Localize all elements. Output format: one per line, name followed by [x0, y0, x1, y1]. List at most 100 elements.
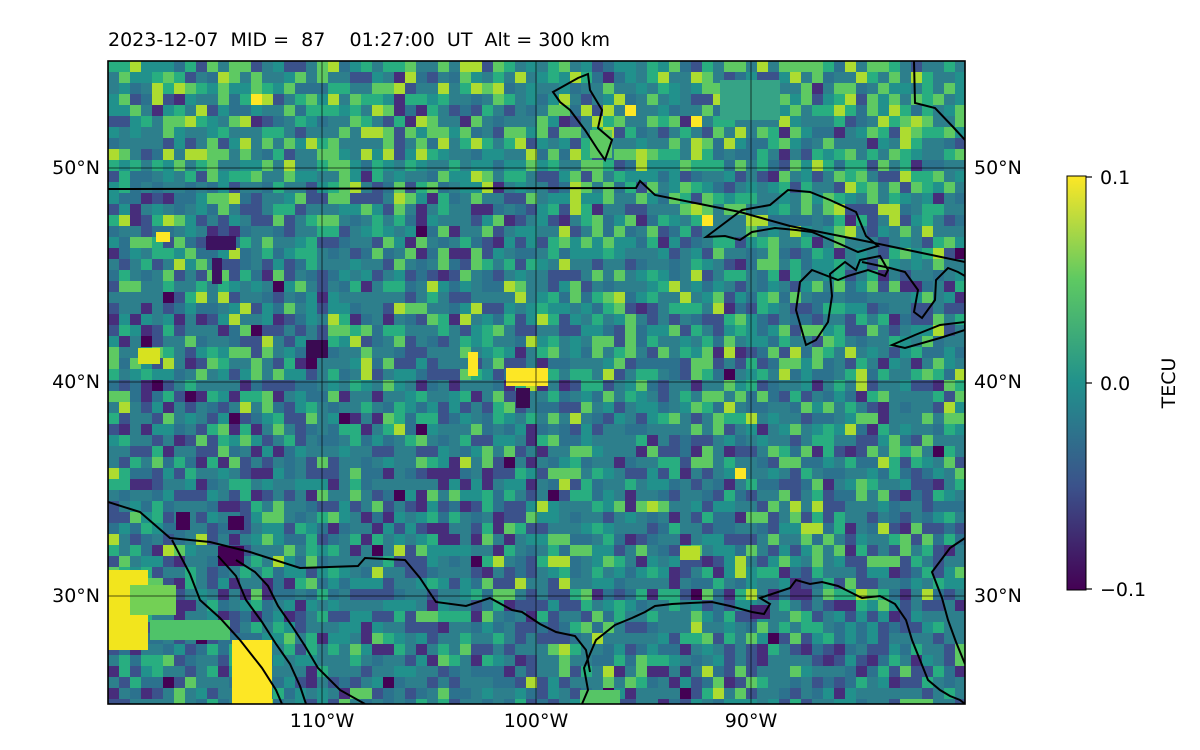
tec-cell	[669, 303, 680, 314]
tec-cell	[438, 204, 449, 215]
tec-cell	[768, 699, 779, 704]
tec-cell	[240, 457, 251, 468]
tec-cell	[339, 369, 350, 380]
tec-cell	[933, 446, 944, 457]
tec-cell	[130, 655, 141, 666]
tec-cell	[823, 105, 834, 116]
tec-cell	[658, 633, 669, 644]
tec-cell	[163, 149, 174, 160]
tec-cell	[944, 105, 955, 116]
tec-cell	[878, 556, 889, 567]
tec-cell	[295, 127, 306, 138]
tec-cell	[317, 589, 328, 600]
tec-cell	[218, 655, 229, 666]
lat-label-right: 40°N	[974, 371, 1022, 393]
tec-cell	[108, 314, 119, 325]
tec-cell	[152, 457, 163, 468]
tec-cell	[746, 479, 757, 490]
tec-cell	[790, 556, 801, 567]
tec-cell	[394, 83, 405, 94]
tec-cell	[427, 589, 438, 600]
tec-cell	[625, 358, 636, 369]
tec-cell	[438, 655, 449, 666]
tec-cell	[570, 622, 581, 633]
tec-cell	[625, 501, 636, 512]
tec-cell	[658, 446, 669, 457]
tec-cell	[713, 336, 724, 347]
tec-cell	[328, 512, 339, 523]
tec-cell	[856, 534, 867, 545]
tec-cell	[174, 248, 185, 259]
tec-cell	[306, 292, 317, 303]
tec-cell	[152, 248, 163, 259]
tec-cell	[702, 534, 713, 545]
tec-cell	[746, 391, 757, 402]
tec-cell	[317, 512, 328, 523]
tec-cell	[152, 259, 163, 270]
tec-cell	[592, 314, 603, 325]
tec-cell	[207, 138, 218, 149]
tec-cell	[933, 259, 944, 270]
tec-cell	[801, 644, 812, 655]
tec-cell	[570, 314, 581, 325]
tec-cell	[295, 204, 306, 215]
tec-cell	[845, 215, 856, 226]
tec-cell	[669, 677, 680, 688]
tec-cell	[856, 325, 867, 336]
tec-cell	[482, 259, 493, 270]
tec-cell	[889, 358, 900, 369]
tec-cell	[570, 699, 581, 704]
tec-cell	[680, 171, 691, 182]
tec-cell	[383, 688, 394, 699]
tec-cell	[383, 325, 394, 336]
tec-cell	[834, 61, 845, 72]
tec-cell	[933, 402, 944, 413]
tec-cell	[834, 468, 845, 479]
tec-cell	[482, 479, 493, 490]
tec-cell	[493, 160, 504, 171]
tec-cell	[559, 149, 570, 160]
tec-cell	[680, 468, 691, 479]
tec-cell	[174, 699, 185, 704]
tec-cell	[163, 380, 174, 391]
tec-cell	[515, 622, 526, 633]
tec-cell	[823, 391, 834, 402]
tec-cell	[900, 479, 911, 490]
tec-cell	[284, 688, 295, 699]
tec-cell	[812, 677, 823, 688]
tec-cell	[801, 468, 812, 479]
tec-cell	[350, 424, 361, 435]
tec-cell	[790, 391, 801, 402]
tec-cell	[801, 589, 812, 600]
tec-cell	[856, 116, 867, 127]
tec-cell	[823, 655, 834, 666]
tec-cell	[845, 171, 856, 182]
tec-cell	[812, 435, 823, 446]
tec-cell	[669, 237, 680, 248]
tec-cell	[251, 347, 262, 358]
tec-cell	[471, 204, 482, 215]
tec-cell	[295, 688, 306, 699]
tec-cell	[669, 215, 680, 226]
tec-cell	[812, 347, 823, 358]
tec-cell	[845, 413, 856, 424]
tec-cell	[350, 501, 361, 512]
tec-cell	[372, 391, 383, 402]
tec-cell	[559, 105, 570, 116]
tec-cell	[735, 611, 746, 622]
tec-cell	[713, 545, 724, 556]
tec-cell	[482, 105, 493, 116]
tec-cell	[757, 677, 768, 688]
tec-cell	[669, 512, 680, 523]
tec-cell	[108, 468, 119, 479]
tec-cell	[350, 325, 361, 336]
tec-cell	[625, 655, 636, 666]
tec-cell	[845, 633, 856, 644]
tec-cell	[295, 325, 306, 336]
tec-cell	[691, 72, 702, 83]
tec-cell	[933, 358, 944, 369]
tec-cell	[944, 545, 955, 556]
tec-cell	[295, 83, 306, 94]
tec-cell	[427, 655, 438, 666]
tec-cell	[702, 391, 713, 402]
